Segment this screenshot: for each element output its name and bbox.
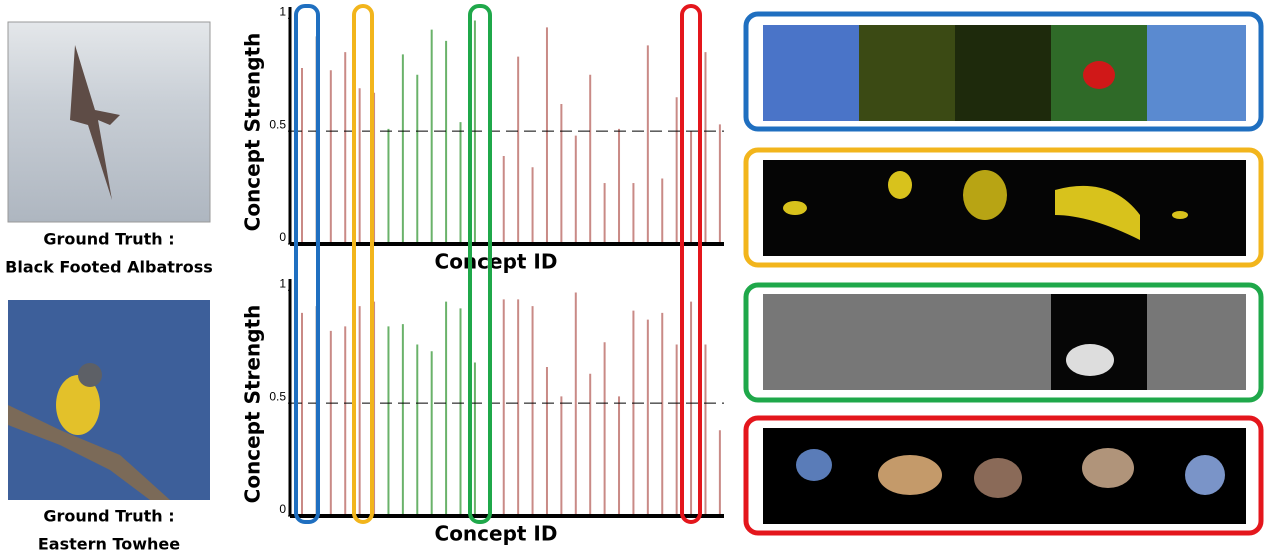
y-axis-label: Concept Strength xyxy=(241,305,265,504)
y-tick-label: 0 xyxy=(279,502,286,516)
gt-label: Black Footed Albatross xyxy=(5,258,213,277)
towhee-photo xyxy=(8,300,210,500)
y-tick-label: 0.5 xyxy=(269,389,286,403)
x-axis-label: Concept ID xyxy=(435,250,558,274)
towhee-head xyxy=(78,363,102,387)
tile xyxy=(859,25,955,121)
tile-detail xyxy=(888,171,912,199)
tile-detail xyxy=(963,170,1007,220)
x-axis-label: Concept ID xyxy=(435,522,558,546)
tile xyxy=(1051,294,1147,390)
strip xyxy=(763,294,1246,390)
gt-prefix: Ground Truth : xyxy=(43,507,174,526)
tile-detail xyxy=(1066,344,1114,376)
y-tick-label: 1 xyxy=(279,4,286,18)
tile-detail xyxy=(1082,448,1134,488)
tile-detail xyxy=(1185,455,1225,495)
gt-label: Eastern Towhee xyxy=(38,535,180,554)
tile xyxy=(763,25,859,121)
tile-detail xyxy=(796,449,832,481)
tile-detail xyxy=(1083,61,1115,89)
gt-prefix: Ground Truth : xyxy=(43,230,174,249)
y-tick-label: 0.5 xyxy=(269,117,286,131)
concept-strips xyxy=(746,14,1261,533)
strip xyxy=(763,160,1246,256)
tile-detail xyxy=(878,455,942,495)
tile xyxy=(955,25,1051,121)
y-tick-label: 1 xyxy=(279,276,286,290)
figure: Ground Truth : Black Footed Albatross Gr… xyxy=(0,0,1266,557)
y-tick-label: 0 xyxy=(279,230,286,244)
charts: 0 0.5 1 Concept ID Concept Strength 0 0.5 1 Conc… xyxy=(241,4,725,545)
highlight-box xyxy=(354,6,372,522)
tile-detail xyxy=(974,458,1022,498)
tile-detail xyxy=(1172,211,1188,219)
tile-detail xyxy=(783,201,807,215)
y-axis-label: Concept Strength xyxy=(241,33,265,232)
tile xyxy=(1147,25,1246,121)
highlight-box xyxy=(296,6,318,522)
